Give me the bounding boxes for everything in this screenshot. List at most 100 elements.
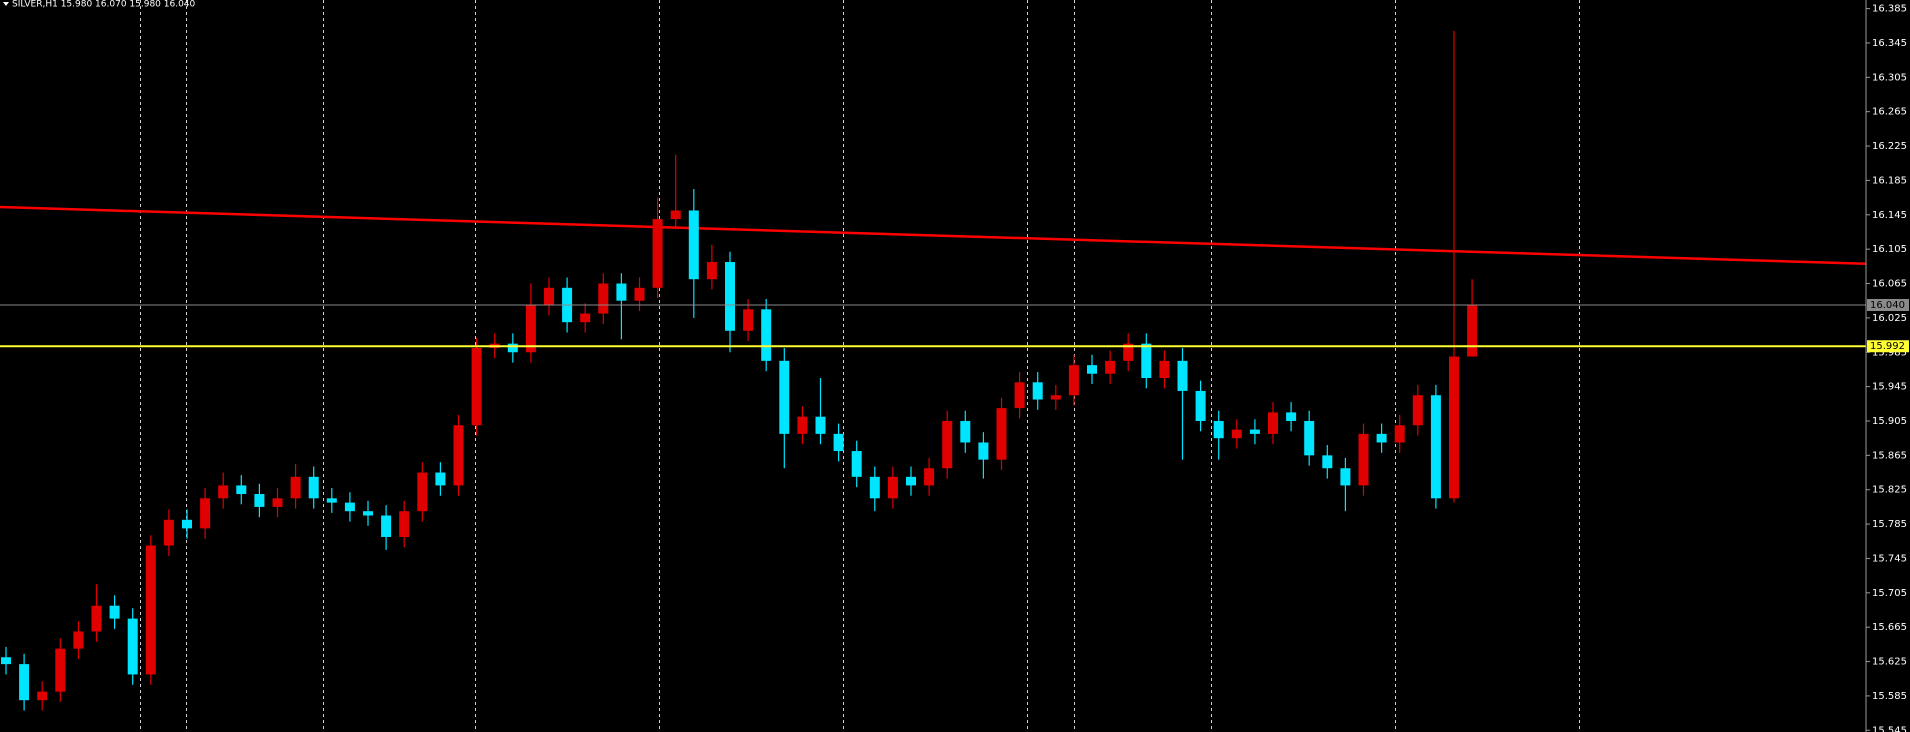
candle-body [996, 408, 1007, 460]
candle-body [1430, 395, 1441, 499]
candle-body [290, 476, 301, 499]
price-level-box [1867, 340, 1909, 353]
y-tick-label: 16.385 [1872, 4, 1907, 15]
candle-body [1322, 455, 1333, 469]
candle-body [779, 360, 790, 434]
candle-body [924, 468, 935, 486]
y-tick-label: 15.745 [1872, 553, 1907, 564]
candle-body [363, 511, 373, 516]
candle-body [507, 343, 518, 353]
candle-body [182, 519, 192, 529]
y-tick-label: 16.105 [1872, 244, 1907, 255]
candle-body [453, 425, 464, 486]
y-tick-label: 15.625 [1872, 657, 1907, 668]
candle-body [688, 210, 699, 280]
candle-body [761, 309, 772, 361]
candle-body [869, 476, 880, 499]
y-tick-label: 15.785 [1872, 519, 1907, 530]
candle-body [344, 502, 355, 512]
y-tick-label: 15.945 [1872, 382, 1907, 393]
candle-body [634, 287, 645, 301]
candle-body [598, 283, 609, 314]
candle-body [1, 657, 11, 665]
candle-body [1286, 412, 1297, 421]
y-tick-label: 16.025 [1872, 313, 1907, 324]
y-tick-label: 15.585 [1872, 691, 1907, 702]
candle-body [978, 442, 989, 460]
candle-body [1449, 356, 1459, 499]
candle-body [1467, 305, 1478, 357]
y-tick-label: 16.225 [1872, 141, 1907, 152]
candle-body [1249, 429, 1260, 434]
plot-area [0, 30, 1867, 711]
candle-body [55, 648, 66, 692]
candle-body [1032, 382, 1043, 400]
candle-body [1177, 360, 1188, 391]
candle-body [706, 262, 717, 280]
candle-body [308, 476, 319, 499]
candle-body [616, 283, 627, 301]
candle-body [1159, 360, 1170, 379]
candle-body [73, 631, 84, 649]
price-level-label: 16.040 [1870, 300, 1905, 311]
candle-body [417, 472, 428, 512]
candle-body [200, 498, 211, 529]
candle-body [652, 219, 663, 288]
y-tick-label: 16.185 [1872, 175, 1907, 186]
chart-title: SILVER,H1 15.980 16.070 15.980 16.040 [12, 0, 196, 10]
candle-body [91, 605, 102, 632]
candle-body [127, 618, 138, 675]
candle-body [833, 433, 844, 452]
candle-body [1105, 360, 1116, 374]
candle-body [851, 451, 862, 477]
candle-body [670, 210, 681, 220]
candle-body [1304, 420, 1315, 456]
candle-body [942, 420, 953, 469]
candle-body [797, 416, 808, 434]
candle-body [218, 485, 229, 499]
y-tick-label: 16.065 [1872, 279, 1907, 290]
y-tick-label: 16.305 [1872, 72, 1907, 83]
candle-body [254, 494, 265, 507]
candle-body [725, 262, 735, 331]
candle-body [163, 519, 174, 546]
candle-body [1231, 429, 1242, 439]
candle-body [580, 313, 591, 323]
candle-body [381, 515, 392, 537]
trendline [0, 205, 1867, 266]
candle-body [906, 476, 916, 486]
candle-body [1268, 412, 1278, 434]
candle-body [525, 305, 536, 353]
candle-body [399, 511, 410, 537]
y-tick-label: 16.265 [1872, 107, 1907, 118]
candle-body [1087, 365, 1097, 374]
y-tick-label: 16.345 [1872, 38, 1907, 49]
candle-body [236, 485, 247, 495]
candle-body [887, 476, 898, 499]
y-tick-label: 15.905 [1872, 416, 1907, 427]
y-tick-label: 15.865 [1872, 450, 1907, 461]
candle-body [544, 287, 554, 305]
candle-body [19, 664, 30, 701]
candle-body [1068, 365, 1079, 396]
candle-body [815, 416, 826, 434]
candle-body [1340, 468, 1351, 486]
candle-body [1412, 395, 1423, 426]
price-level-label: 15.992 [1870, 341, 1905, 352]
y-tick-label: 16.145 [1872, 210, 1907, 221]
candle-body [109, 605, 120, 619]
candle-body [960, 420, 971, 443]
candle-body [37, 691, 48, 701]
candle-body [1195, 390, 1206, 421]
candle-body [1376, 433, 1387, 443]
candle-body [743, 309, 754, 331]
candle-body [1213, 420, 1224, 439]
candle-body [1123, 343, 1134, 361]
candle-body [326, 498, 337, 503]
y-tick-label: 15.825 [1872, 485, 1907, 496]
candle-body [1014, 382, 1025, 409]
menu-arrow[interactable] [3, 2, 9, 6]
candle-body [272, 498, 283, 507]
